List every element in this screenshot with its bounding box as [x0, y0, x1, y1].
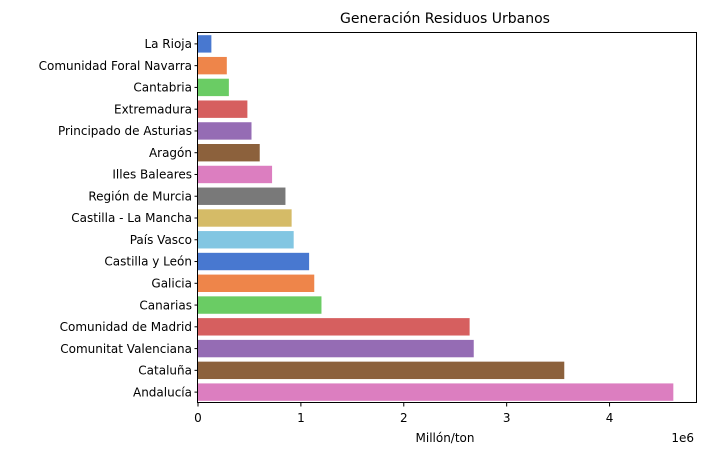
bar — [198, 100, 248, 118]
plot-frame — [197, 32, 697, 403]
y-tick-label: Principado de Asturias — [58, 124, 192, 138]
x-axis-offset-label: 1e6 — [671, 431, 694, 445]
bar — [198, 318, 470, 336]
y-tick-label: Illes Baleares — [112, 168, 192, 182]
y-tick-label: Región de Murcia — [88, 189, 192, 203]
bar — [198, 78, 229, 97]
bar — [198, 122, 252, 140]
y-tick-label: Comunidad Foral Navarra — [39, 59, 192, 73]
y-tick-label: Cataluña — [138, 364, 192, 378]
bar — [198, 35, 212, 53]
bar — [198, 383, 674, 401]
bar — [198, 231, 294, 249]
x-tick-label: 3 — [503, 411, 511, 425]
x-axis-label: Millón/ton — [416, 431, 475, 445]
y-tick-label: Comunitat Valenciana — [60, 342, 192, 356]
y-tick-label: Andalucía — [133, 385, 192, 399]
y-tick-label: Aragón — [149, 146, 192, 160]
bar — [198, 187, 286, 205]
bar — [198, 165, 273, 184]
chart-title: Generación Residuos Urbanos — [340, 11, 550, 27]
x-tick-label: 1 — [297, 411, 305, 425]
bar — [198, 296, 322, 314]
bar — [198, 56, 227, 75]
y-tick-label: Canarias — [139, 298, 192, 312]
x-tick-label: 2 — [400, 411, 408, 425]
y-tick-label: Castilla y León — [104, 255, 192, 269]
y-tick-label: Castilla - La Mancha — [71, 211, 192, 225]
y-tick-label: Cantabria — [133, 81, 192, 95]
bar — [198, 252, 310, 271]
y-tick-label: Comunidad de Madrid — [60, 320, 192, 334]
bar — [198, 339, 474, 358]
y-axis-ticks: La Rioja Comunidad Foral Navarra Cantabria… — [39, 37, 198, 399]
y-tick-label: Galicia — [151, 276, 192, 290]
x-tick-label: 4 — [606, 411, 614, 425]
x-axis-ticks: 0 1 2 3 4 — [194, 403, 613, 425]
y-tick-label: La Rioja — [144, 37, 192, 51]
bar — [198, 361, 565, 380]
x-tick-label: 0 — [194, 411, 202, 425]
y-tick-label: Extremadura — [114, 102, 192, 116]
bar — [198, 274, 315, 292]
y-tick-label: País Vasco — [130, 233, 192, 247]
bars-group — [198, 35, 674, 401]
bar — [198, 209, 292, 227]
bar — [198, 144, 260, 162]
